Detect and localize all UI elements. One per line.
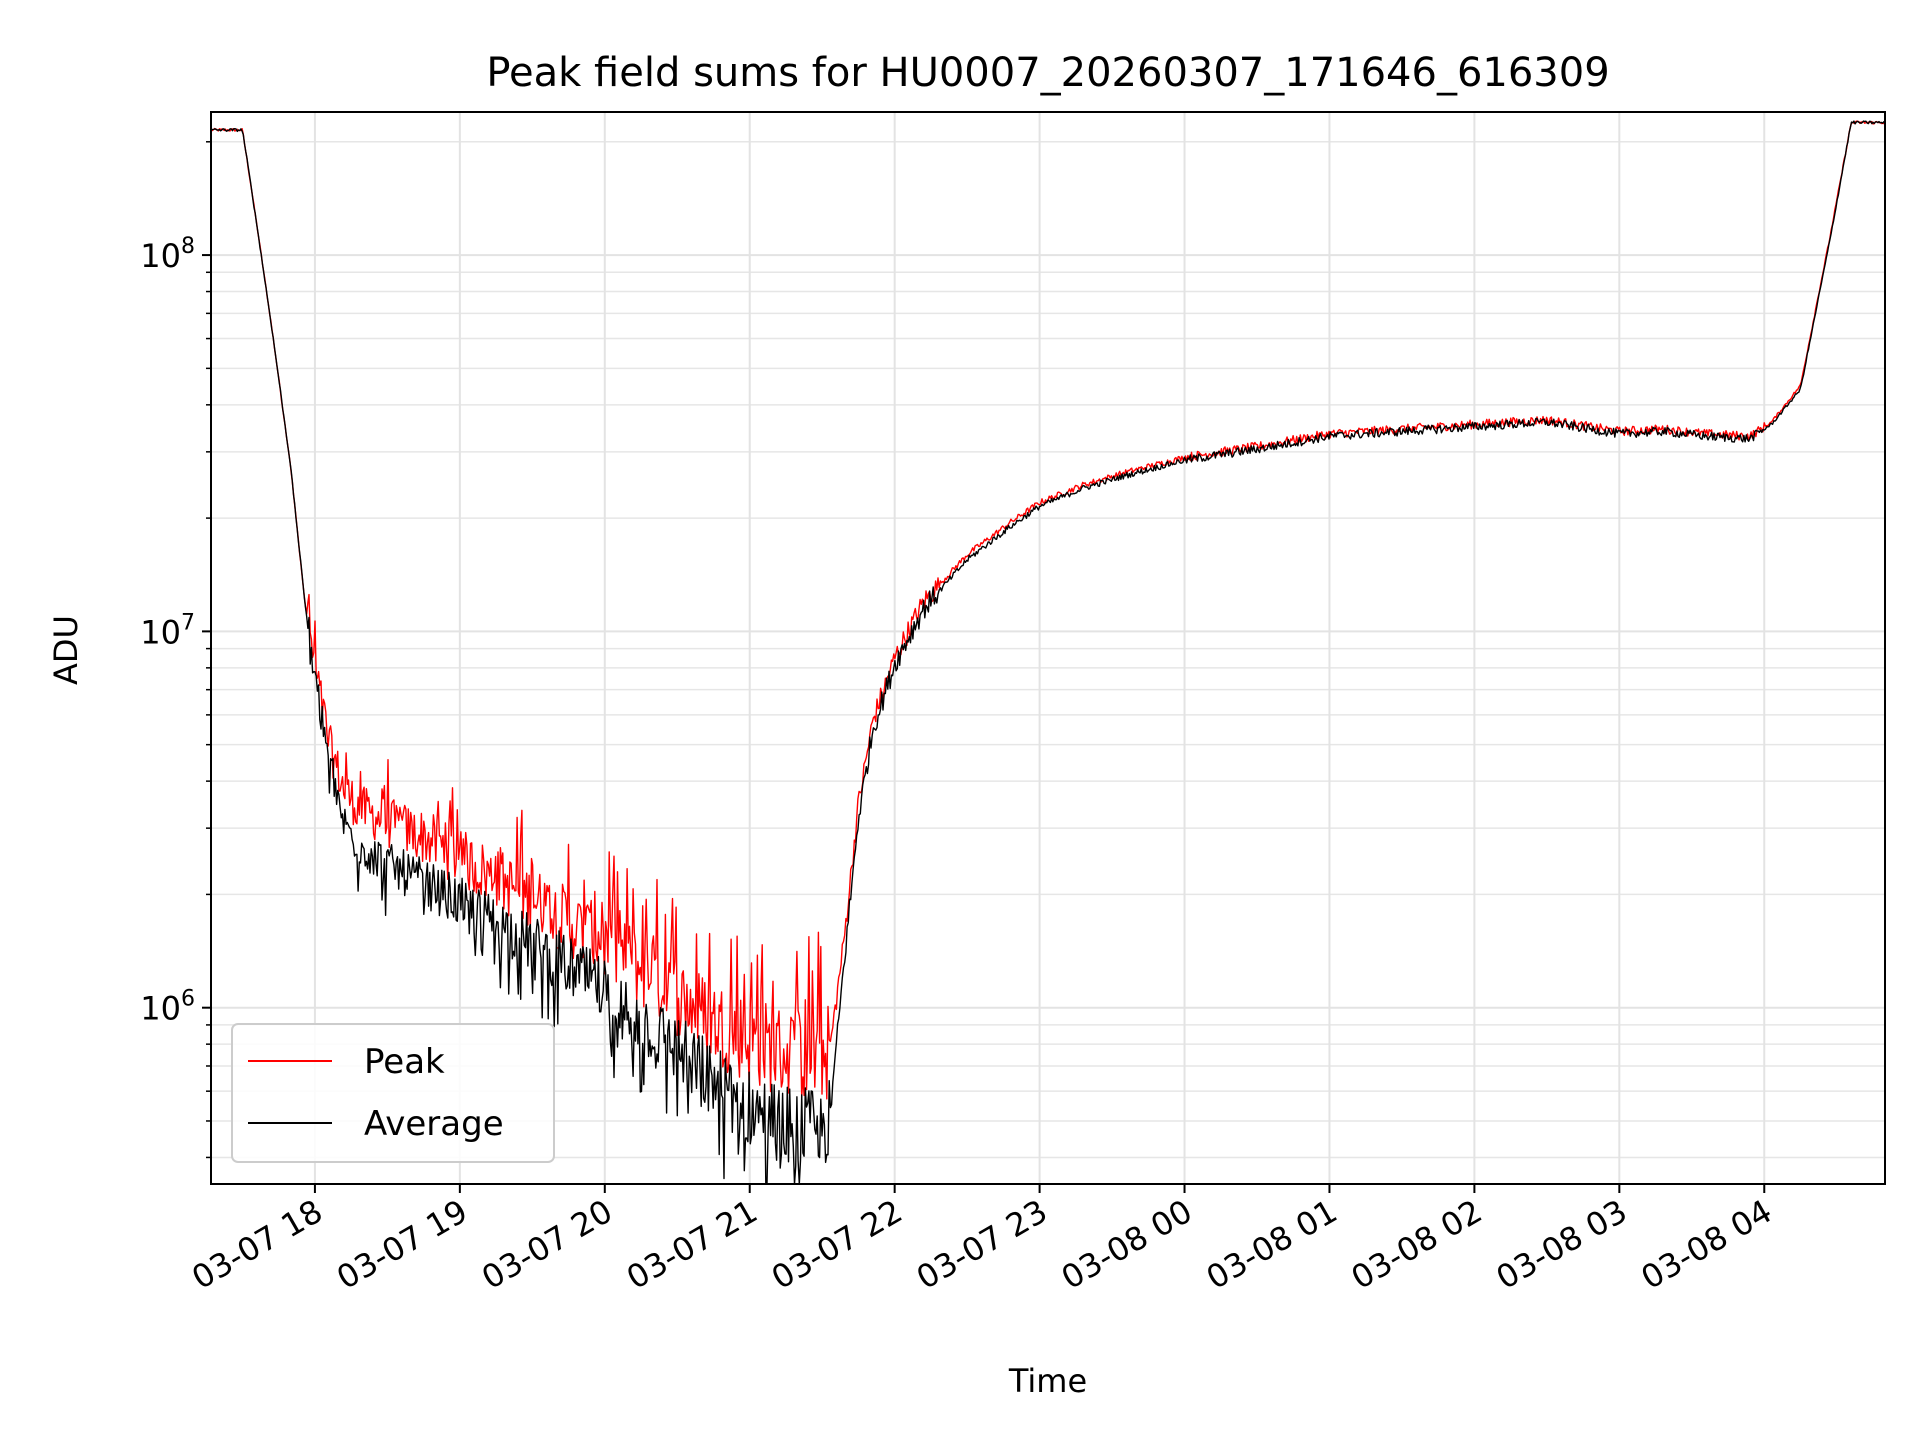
x-axis-label: Time xyxy=(1008,1362,1087,1400)
plot-frame xyxy=(210,111,1886,1185)
legend-average-label: Average xyxy=(364,1104,504,1144)
legend-box xyxy=(231,1023,555,1163)
chart-title: Peak field sums for HU0007_20260307_1716… xyxy=(486,50,1609,96)
y-axis: 106 107 108 xyxy=(140,234,211,1028)
legend: Peak Average xyxy=(231,1023,555,1163)
y-axis-label: ADU xyxy=(47,615,85,685)
y-tick-label: 107 xyxy=(140,610,195,651)
average-series-line xyxy=(210,120,1886,1185)
y-tick-label: 106 xyxy=(140,987,195,1028)
y-tick-label: 108 xyxy=(140,234,195,275)
legend-peak-label: Peak xyxy=(364,1042,445,1082)
series-layer xyxy=(210,120,1886,1185)
